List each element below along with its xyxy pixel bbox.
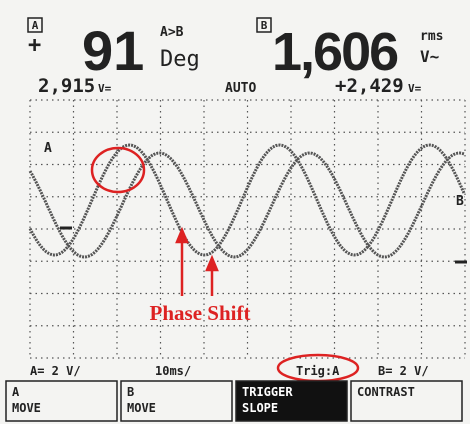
- softkey-top: A: [12, 385, 20, 399]
- sign: +: [28, 33, 41, 58]
- rms-unit: V~: [420, 47, 439, 66]
- trigger: Trig:A: [296, 364, 340, 378]
- rms-value: 1,606: [272, 22, 398, 82]
- trace-a-label: A: [44, 141, 52, 156]
- scope-screen: A + 91 A>B Deg B 1,606 rms V~ 2,915 V= A…: [0, 0, 470, 424]
- a-dc: 2,915: [38, 75, 95, 97]
- trace-b-label: B: [456, 194, 464, 209]
- softkey-bottom: MOVE: [127, 401, 156, 415]
- b-dc: +2,429: [335, 75, 404, 97]
- channel-a: A: [32, 19, 39, 32]
- relation: A>B: [160, 25, 184, 40]
- screen-bg: [0, 0, 470, 424]
- timebase: 10ms/: [155, 364, 191, 378]
- softkey-top: TRIGGER: [242, 385, 293, 399]
- unit: Deg: [160, 47, 200, 72]
- softkey-top: B: [127, 385, 134, 399]
- b-scale: B= 2 V/: [378, 364, 429, 378]
- annotation: Phase Shift: [150, 301, 251, 325]
- softkey-bottom: SLOPE: [242, 401, 278, 415]
- softkey-bottom: MOVE: [12, 401, 41, 415]
- b-dc-unit: V=: [408, 82, 422, 95]
- mode: AUTO: [225, 81, 256, 96]
- rms-label: rms: [420, 29, 443, 44]
- a-scale: A= 2 V/: [30, 364, 81, 378]
- channel-b: B: [261, 19, 268, 32]
- softkey-top: CONTRAST: [357, 385, 415, 399]
- a-dc-unit: V=: [98, 82, 112, 95]
- phase-value: 91: [82, 19, 144, 82]
